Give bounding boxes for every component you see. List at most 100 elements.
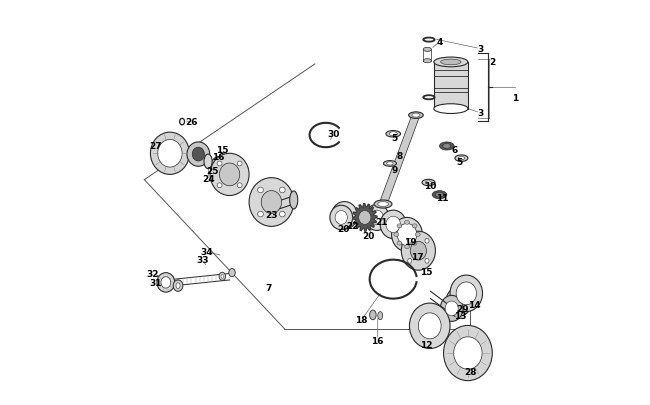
Ellipse shape <box>391 218 423 252</box>
Ellipse shape <box>380 211 406 239</box>
Text: 14: 14 <box>468 300 481 309</box>
Ellipse shape <box>412 114 420 118</box>
Text: 31: 31 <box>149 278 162 287</box>
Ellipse shape <box>217 162 222 166</box>
Ellipse shape <box>257 212 263 217</box>
Ellipse shape <box>210 154 249 196</box>
Ellipse shape <box>150 133 189 175</box>
Ellipse shape <box>397 224 417 246</box>
Text: 20: 20 <box>363 231 375 240</box>
Text: 4: 4 <box>436 38 443 47</box>
Ellipse shape <box>415 233 420 237</box>
Text: 21: 21 <box>375 217 387 226</box>
Ellipse shape <box>237 162 242 166</box>
Text: 16: 16 <box>372 336 384 345</box>
Ellipse shape <box>443 326 492 381</box>
Ellipse shape <box>434 104 468 114</box>
Ellipse shape <box>397 224 402 228</box>
Text: 5: 5 <box>392 133 398 142</box>
Ellipse shape <box>440 296 463 322</box>
Text: 6: 6 <box>452 145 458 154</box>
Ellipse shape <box>187 143 210 167</box>
Ellipse shape <box>456 282 476 305</box>
Ellipse shape <box>378 202 388 207</box>
Ellipse shape <box>335 211 347 225</box>
Text: 26: 26 <box>186 118 198 127</box>
Text: 12: 12 <box>421 341 433 350</box>
Ellipse shape <box>436 193 443 198</box>
Ellipse shape <box>192 148 204 162</box>
Ellipse shape <box>410 242 426 260</box>
Text: 19: 19 <box>404 238 417 247</box>
Text: 33: 33 <box>196 256 209 264</box>
Ellipse shape <box>401 232 436 271</box>
Polygon shape <box>378 114 421 207</box>
Text: 29: 29 <box>456 304 469 313</box>
Polygon shape <box>353 204 377 232</box>
Ellipse shape <box>249 178 294 227</box>
Text: 9: 9 <box>392 166 398 175</box>
Ellipse shape <box>423 48 432 52</box>
Text: 17: 17 <box>411 253 424 262</box>
Ellipse shape <box>425 181 432 185</box>
Ellipse shape <box>458 157 465 160</box>
Ellipse shape <box>409 113 423 119</box>
Ellipse shape <box>386 131 400 138</box>
Ellipse shape <box>445 301 458 316</box>
Text: 2: 2 <box>489 58 495 67</box>
Text: 8: 8 <box>397 151 403 160</box>
Ellipse shape <box>378 312 383 320</box>
Ellipse shape <box>173 280 183 292</box>
Text: 5: 5 <box>457 158 463 166</box>
Text: 16: 16 <box>213 153 225 162</box>
Ellipse shape <box>408 239 412 243</box>
Ellipse shape <box>410 303 450 349</box>
Ellipse shape <box>454 337 482 369</box>
Text: 32: 32 <box>146 269 159 278</box>
Text: 3: 3 <box>477 45 483 54</box>
Text: 34: 34 <box>200 247 213 256</box>
Ellipse shape <box>280 188 285 193</box>
Ellipse shape <box>330 206 352 230</box>
Text: 27: 27 <box>149 142 162 151</box>
Ellipse shape <box>443 144 451 149</box>
Ellipse shape <box>290 192 298 209</box>
Ellipse shape <box>280 212 285 217</box>
Ellipse shape <box>370 211 383 225</box>
Ellipse shape <box>211 157 228 177</box>
Ellipse shape <box>450 275 482 312</box>
Ellipse shape <box>237 183 242 188</box>
Ellipse shape <box>204 155 212 169</box>
Text: 22: 22 <box>346 222 359 230</box>
Ellipse shape <box>384 161 396 167</box>
Ellipse shape <box>261 191 281 214</box>
Ellipse shape <box>422 180 435 186</box>
Ellipse shape <box>257 188 263 193</box>
Text: 30: 30 <box>328 130 340 139</box>
Ellipse shape <box>374 200 392 209</box>
Ellipse shape <box>332 202 358 230</box>
Ellipse shape <box>161 277 171 288</box>
Ellipse shape <box>158 140 182 168</box>
Ellipse shape <box>365 205 389 231</box>
Ellipse shape <box>386 217 400 233</box>
Polygon shape <box>434 63 468 109</box>
Ellipse shape <box>219 273 226 281</box>
Ellipse shape <box>404 245 410 249</box>
Ellipse shape <box>408 259 412 264</box>
Text: 10: 10 <box>424 182 437 191</box>
Text: 15: 15 <box>216 145 229 154</box>
Ellipse shape <box>425 239 429 243</box>
Ellipse shape <box>229 269 235 277</box>
Text: 18: 18 <box>356 315 368 324</box>
Text: 11: 11 <box>437 194 449 203</box>
Ellipse shape <box>359 211 371 225</box>
Ellipse shape <box>425 259 429 264</box>
Text: 25: 25 <box>206 166 218 175</box>
Ellipse shape <box>412 241 417 245</box>
Ellipse shape <box>176 283 180 289</box>
Ellipse shape <box>455 156 468 162</box>
Text: 1: 1 <box>512 94 518 102</box>
Text: 24: 24 <box>202 175 214 183</box>
Ellipse shape <box>387 162 393 166</box>
